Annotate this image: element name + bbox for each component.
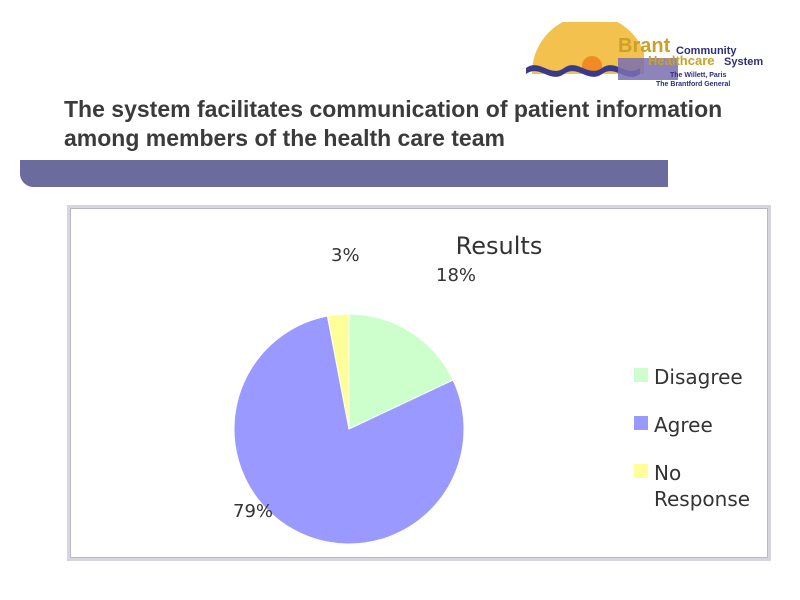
pie-slices — [233, 313, 465, 545]
pie-label-agree: 79% — [233, 501, 273, 522]
pie-slice-no-response — [326, 313, 350, 430]
slide-title: The system facilitates communication of … — [64, 96, 723, 151]
legend-label-2-0: No — [654, 461, 681, 485]
title-underline-bar — [20, 160, 668, 187]
legend-label-1-0: Agree — [654, 413, 713, 437]
pie-slice-agree — [233, 315, 465, 545]
logo-wave — [526, 65, 640, 77]
pie-slice-disagree — [348, 313, 454, 430]
pie-data-labels: 18% 79% 3% — [233, 245, 476, 522]
brant-healthcare-logo: Brant Community Healthcare System The Wi… — [526, 22, 763, 88]
legend-label-2-1: Response — [654, 487, 750, 511]
legend-swatch-0 — [634, 368, 648, 382]
chart-frame: Results 18% 79% 3% Disagree Agree No Response — [70, 208, 768, 558]
legend-swatch-2 — [634, 464, 648, 478]
logo-healthcare-word: Healthcare — [648, 53, 714, 68]
pie-label-no-response: 3% — [331, 245, 360, 266]
legend-label-0-0: Disagree — [654, 365, 743, 389]
logo-bar — [618, 58, 678, 80]
logo-subline-2: The Brantford General — [656, 81, 730, 88]
legend-swatch-1 — [634, 416, 648, 430]
logo-brand-word: Brant — [618, 35, 671, 57]
logo-system-word: System — [724, 56, 763, 68]
logo-community-word: Community — [676, 45, 737, 57]
logo-sun — [531, 22, 644, 74]
pie-label-disagree: 18% — [436, 265, 476, 286]
chart-title: Results — [456, 232, 543, 260]
logo-subline-1: The Willett, Paris — [670, 72, 726, 79]
